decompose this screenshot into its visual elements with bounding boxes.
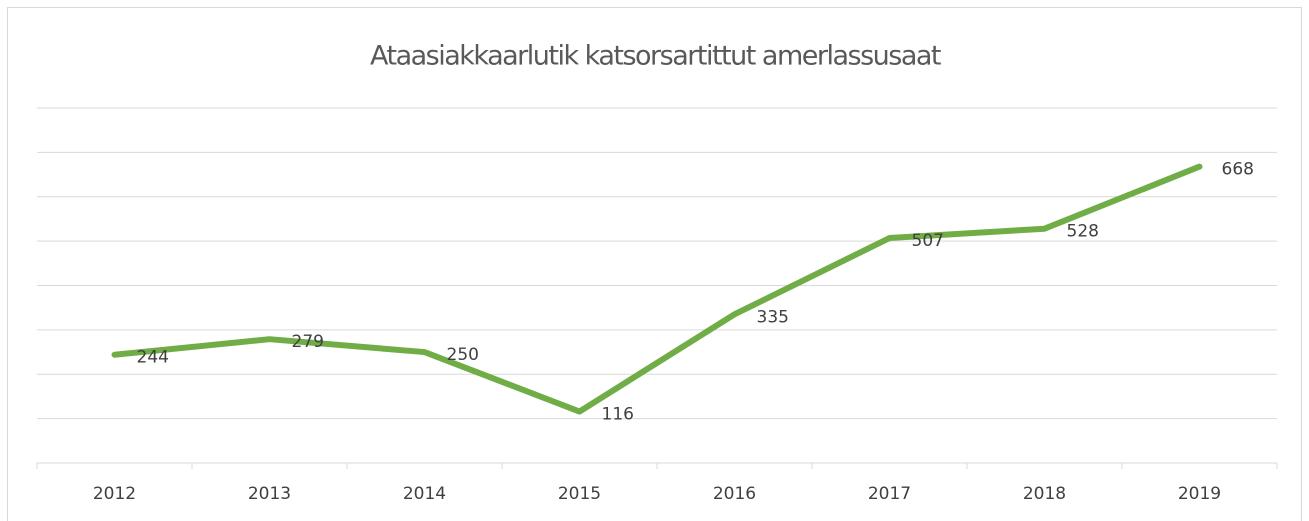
x-tick-label: 2014 bbox=[403, 484, 446, 504]
x-tick-label: 2013 bbox=[248, 484, 291, 504]
data-label: 279 bbox=[292, 332, 324, 352]
x-tick-label: 2017 bbox=[868, 484, 911, 504]
x-tick-label: 2018 bbox=[1023, 484, 1066, 504]
data-label: 528 bbox=[1067, 222, 1099, 242]
data-label: 335 bbox=[757, 307, 789, 327]
chart-title: Ataasiakkaarlutik katsorsartittut amerla… bbox=[370, 41, 941, 72]
data-label: 668 bbox=[1222, 160, 1254, 180]
x-tick-label: 2015 bbox=[558, 484, 601, 504]
data-label: 116 bbox=[602, 405, 634, 425]
data-label: 507 bbox=[912, 231, 944, 251]
x-tick-label: 2019 bbox=[1178, 484, 1221, 504]
chart-border bbox=[7, 7, 1302, 521]
data-line bbox=[111, 163, 1203, 415]
x-tick-label: 2012 bbox=[93, 484, 136, 504]
x-tick-label: 2016 bbox=[713, 484, 756, 504]
data-label: 250 bbox=[447, 345, 479, 365]
data-label: 244 bbox=[137, 348, 169, 368]
